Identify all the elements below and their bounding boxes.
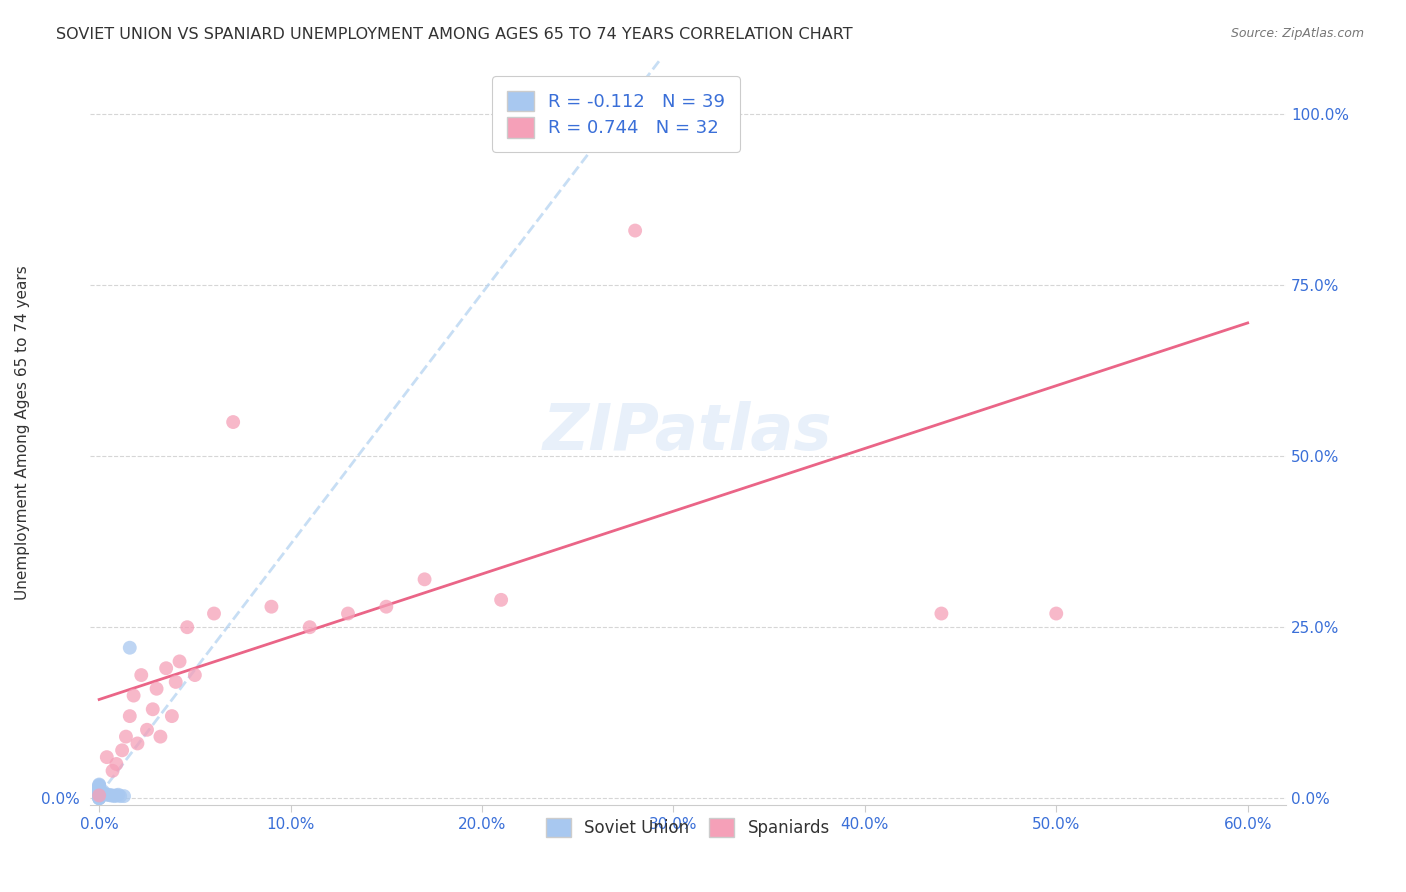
Point (89, 784, 111, 798)
Point (127, 736, 149, 750)
Point (298, 620, 321, 634)
Point (89, 781, 111, 796)
Point (111, 743, 134, 757)
Point (89, 780, 111, 795)
Point (142, 702, 165, 716)
Point (184, 668, 207, 682)
Point (89, 784, 111, 798)
Point (94, 787, 117, 801)
Point (115, 730, 138, 744)
Point (176, 620, 198, 634)
Point (375, 599, 398, 614)
Point (413, 572, 436, 586)
Point (89, 791, 111, 805)
Point (91, 784, 114, 798)
Point (122, 689, 145, 703)
Point (89, 786, 111, 800)
Point (149, 730, 172, 744)
Point (89, 783, 111, 797)
Point (118, 709, 141, 723)
Y-axis label: Unemployment Among Ages 65 to 74 years: Unemployment Among Ages 65 to 74 years (15, 265, 30, 599)
Point (89, 789, 111, 803)
Point (89, 787, 111, 801)
Point (160, 709, 183, 723)
Point (96, 788, 118, 802)
Point (169, 654, 191, 668)
Point (90, 785, 112, 799)
Point (89, 783, 111, 797)
Point (89, 783, 111, 797)
Point (624, 223, 647, 237)
Point (89, 778, 111, 792)
Point (89, 786, 111, 800)
Point (97, 788, 120, 802)
Point (105, 789, 128, 803)
Point (931, 607, 953, 621)
Point (89, 791, 111, 805)
Point (129, 668, 152, 682)
Legend: Soviet Union, Spaniards: Soviet Union, Spaniards (537, 809, 838, 845)
Point (91, 786, 114, 800)
Point (1045, 607, 1067, 621)
Point (105, 756, 128, 771)
Text: SOVIET UNION VS SPANIARD UNEMPLOYMENT AMONG AGES 65 TO 74 YEARS CORRELATION CHAR: SOVIET UNION VS SPANIARD UNEMPLOYMENT AM… (56, 27, 853, 42)
Point (89, 788, 111, 802)
Point (101, 764, 124, 778)
Point (89, 780, 111, 794)
Point (118, 640, 141, 655)
Point (89, 788, 111, 802)
Point (222, 415, 245, 429)
Point (96, 750, 118, 764)
Point (89, 779, 111, 793)
Point (107, 788, 129, 802)
Point (89, 782, 111, 797)
Point (165, 674, 187, 689)
Point (489, 592, 512, 607)
Text: ZIPatlas: ZIPatlas (543, 401, 832, 463)
Point (89, 780, 111, 795)
Point (89, 791, 111, 805)
Point (112, 789, 135, 804)
Point (136, 723, 159, 737)
Point (89, 785, 111, 799)
Point (155, 661, 177, 675)
Point (89, 791, 111, 805)
Point (101, 789, 124, 803)
Point (260, 599, 283, 614)
Point (337, 607, 360, 621)
Point (89, 785, 111, 799)
Point (145, 681, 167, 696)
Point (547, 107, 569, 121)
Point (90, 786, 112, 800)
Text: Source: ZipAtlas.com: Source: ZipAtlas.com (1230, 27, 1364, 40)
Point (103, 789, 125, 804)
Point (202, 607, 225, 621)
Point (108, 789, 131, 804)
Point (89, 777, 111, 791)
Point (100, 789, 122, 803)
